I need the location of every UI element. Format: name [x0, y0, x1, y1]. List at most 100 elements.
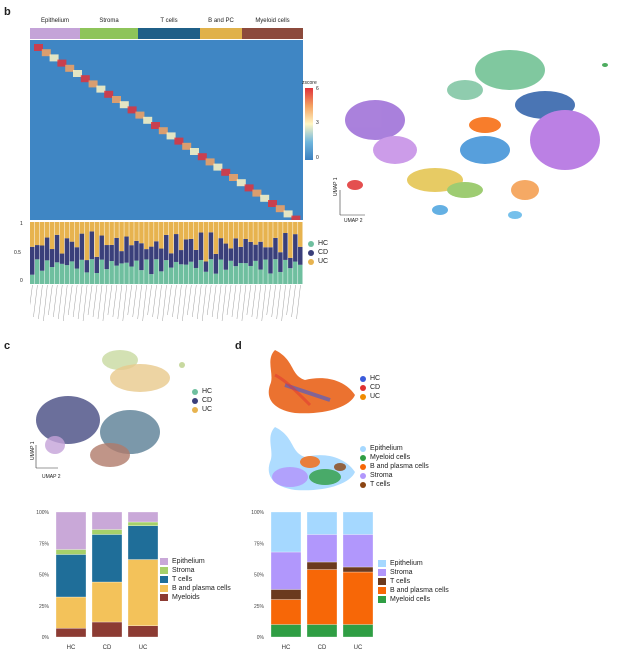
heatmap-cell	[49, 54, 59, 62]
cluster-name-tick	[142, 285, 147, 322]
composition-bar-segment	[213, 222, 219, 254]
composition-bar-segment	[39, 270, 45, 284]
composition-bar-segment	[79, 222, 85, 234]
heatmap-group-label: T cells	[160, 18, 178, 24]
heatmap-cell	[135, 111, 145, 119]
composition-bar-segment	[59, 222, 65, 254]
stack-category-label: HC	[282, 645, 291, 651]
stacked-bar-d-legend: Epithelium Stroma T cells B and plasma cell…	[378, 560, 449, 605]
composition-bar-segment	[223, 269, 229, 284]
composition-bar-segment	[139, 243, 144, 271]
umap-condition-c	[35, 350, 185, 469]
heatmap-group-label: Epithelium	[40, 18, 69, 24]
composition-bar-segment	[173, 234, 179, 262]
cluster-name-tick	[77, 285, 83, 320]
composition-bar-segment	[248, 222, 253, 242]
heatmap-cell	[283, 210, 293, 218]
composition-bar-segment	[233, 238, 238, 267]
panel-label-d: d	[235, 340, 242, 352]
uc-legend-dot	[360, 393, 366, 400]
heatmap	[30, 40, 303, 220]
stack-segment	[127, 521, 159, 526]
stack-ytick: 50%	[39, 573, 50, 579]
composition-bar-segment	[104, 245, 109, 270]
cluster-name-tick	[296, 285, 301, 320]
composition-bar-segment	[99, 259, 104, 284]
composition-bar-segment	[168, 267, 174, 284]
composition-bar-segment	[124, 222, 129, 237]
cluster-name-tick	[192, 285, 197, 318]
stack-segment	[342, 571, 374, 625]
umap-axis-x: UMAP 2	[42, 474, 61, 480]
stacked-bar-d: 100% 75% 50% 25% 0% HC CD UC	[251, 510, 374, 651]
umap-d-celltype-legend: Epithelium Myeloid cells B and plasma ce…	[360, 445, 429, 490]
colorbar-tick: 6	[316, 86, 319, 92]
heatmap-cell	[244, 184, 254, 192]
composition-bar-segment	[293, 234, 298, 262]
composition-legend: HC CD UC	[308, 240, 328, 267]
composition-bar-segment	[159, 248, 164, 272]
heatmap-cell	[229, 174, 238, 181]
legend-swatch	[378, 596, 386, 603]
cluster-name-tick	[82, 285, 88, 322]
legend-label: HC	[370, 375, 381, 382]
composition-bar-segment	[94, 256, 99, 274]
heatmap-cell	[73, 70, 82, 77]
composition-bar-segment	[134, 240, 139, 261]
cluster-name-tick	[236, 285, 242, 320]
cluster-name-tick	[53, 285, 58, 318]
composition-bar-segment	[278, 222, 283, 253]
composition-bar-segment	[44, 222, 50, 238]
composition-bar-segment	[84, 272, 90, 284]
composition-bar-segment	[49, 267, 55, 284]
heatmap-group-bar	[138, 28, 200, 39]
heatmap-cell	[174, 137, 184, 145]
stack-segment	[306, 569, 338, 625]
stack-segment	[91, 511, 123, 530]
stack-segment	[91, 581, 123, 623]
heatmap-group-label: Myeloid cells	[255, 18, 290, 24]
heatmap-cell	[151, 122, 160, 129]
composition-bar-segment	[253, 260, 258, 284]
epithelium-legend-dot	[360, 445, 366, 452]
composition-bar-segment	[238, 222, 243, 247]
composition-bar-segment	[178, 250, 184, 265]
composition-bar-segment	[168, 222, 174, 254]
composition-bar-segment	[238, 262, 243, 284]
panel-label-c: c	[4, 340, 11, 352]
heatmap-group-header: Epithelium Stroma T cells B and PC Myeloid c…	[30, 18, 303, 40]
composition-bar-segment	[263, 259, 268, 284]
umap-d-condition-legend: HC CD UC	[360, 375, 380, 402]
composition-bar-segment	[263, 247, 268, 260]
colorbar-tick: 0	[316, 155, 319, 161]
cluster-name-tick	[271, 285, 276, 318]
stack-ytick: 0%	[42, 635, 50, 641]
composition-ytick: 0.5	[14, 250, 21, 256]
composition-bar-segment	[223, 243, 229, 270]
legend-swatch	[378, 587, 386, 594]
stack-segment	[55, 511, 87, 550]
composition-bar-segment	[213, 253, 219, 274]
colorbar-tick: 3	[316, 120, 319, 126]
composition-bar-segment	[273, 222, 278, 238]
composition-bar-segment	[114, 265, 119, 284]
composition-bar-segment	[278, 271, 283, 284]
composition-bar-segment	[164, 222, 169, 235]
stack-ytick: 0%	[257, 635, 265, 641]
composition-bar-segment	[159, 222, 164, 249]
cluster-name-tick	[177, 285, 182, 320]
legend-label: UC	[318, 258, 329, 265]
cluster-name-tick	[162, 285, 167, 322]
composition-bar-segment	[238, 246, 243, 263]
uc-legend-dot	[192, 406, 198, 413]
composition-bar-segment	[119, 263, 124, 284]
heatmap-group-bar	[30, 28, 80, 39]
composition-bar-segment	[149, 246, 154, 275]
composition-bar-segment	[39, 245, 45, 271]
composition-bar-segment	[283, 233, 288, 260]
heatmap-cell	[190, 148, 199, 155]
composition-bar-segment	[283, 259, 288, 284]
heatmap-group-label: Stroma	[99, 18, 119, 24]
cd-legend-dot	[192, 397, 198, 404]
legend-entry: B and plasma cells	[160, 585, 231, 592]
